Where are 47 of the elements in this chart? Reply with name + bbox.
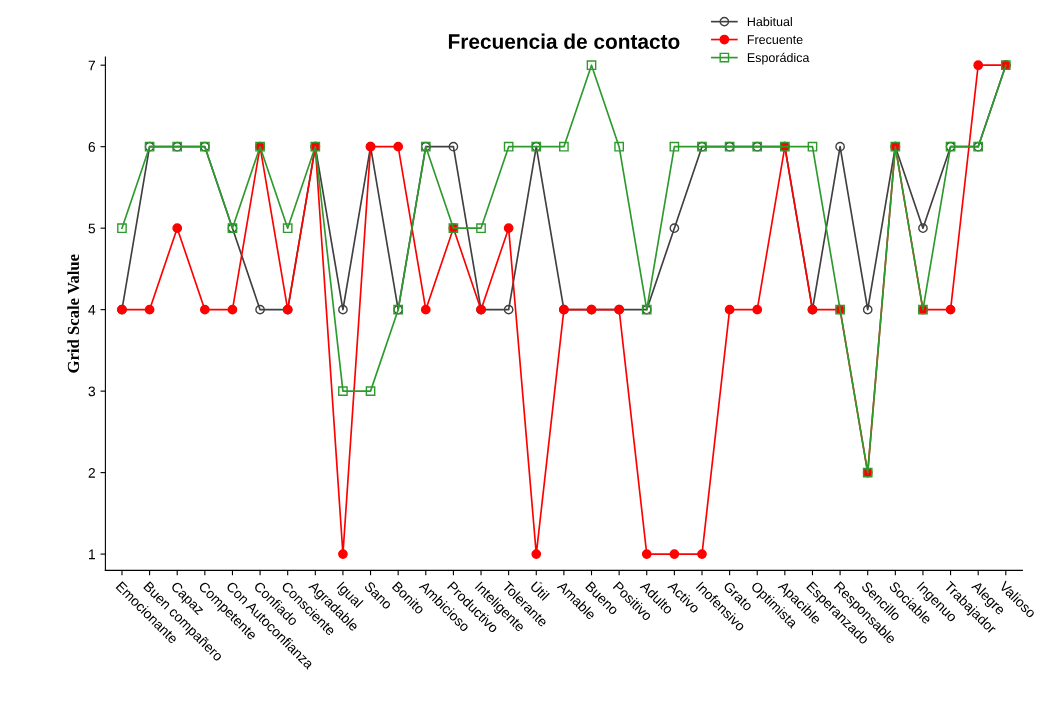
- y-tick-label: 1: [89, 549, 95, 560]
- point: [503, 141, 514, 152]
- point: [227, 304, 238, 315]
- legend-label: Esporádica: [747, 52, 810, 65]
- point: [697, 549, 707, 559]
- legend-label: Habitual: [747, 16, 792, 27]
- point: [172, 223, 183, 234]
- point: [117, 223, 127, 234]
- y-tick-label: 3: [88, 386, 96, 397]
- point: [586, 60, 597, 71]
- point: [365, 386, 376, 396]
- point: [669, 223, 680, 234]
- point: [393, 141, 404, 152]
- y-tick-label: 5: [88, 223, 96, 234]
- point: [448, 141, 459, 152]
- point: [338, 304, 348, 315]
- point: [420, 304, 431, 315]
- point: [641, 549, 652, 559]
- point: [338, 549, 348, 559]
- point: [945, 304, 956, 315]
- point: [862, 304, 873, 315]
- point: [973, 60, 984, 71]
- legend-label: Frecuente: [747, 35, 803, 45]
- chart-title: Frecuencia de contacto: [448, 33, 680, 49]
- point: [559, 141, 569, 152]
- point: [807, 141, 818, 152]
- y-tick-label: 7: [88, 60, 95, 71]
- point: [503, 223, 514, 234]
- y-axis-title: Grid Scale Value: [67, 254, 80, 373]
- point: [614, 141, 624, 152]
- y-tick-label: 2: [88, 467, 95, 478]
- point: [669, 141, 680, 152]
- point: [476, 223, 486, 234]
- point: [282, 223, 293, 234]
- point: [835, 141, 845, 152]
- point: [338, 386, 348, 396]
- point: [918, 223, 928, 234]
- point: [255, 304, 265, 315]
- y-tick-label: 4: [88, 305, 96, 315]
- point: [199, 304, 210, 315]
- point: [669, 549, 680, 559]
- point: [752, 304, 763, 315]
- point: [724, 304, 735, 315]
- y-tick-label: 6: [88, 142, 96, 152]
- point: [503, 304, 514, 315]
- point: [144, 304, 155, 315]
- point: [531, 549, 542, 559]
